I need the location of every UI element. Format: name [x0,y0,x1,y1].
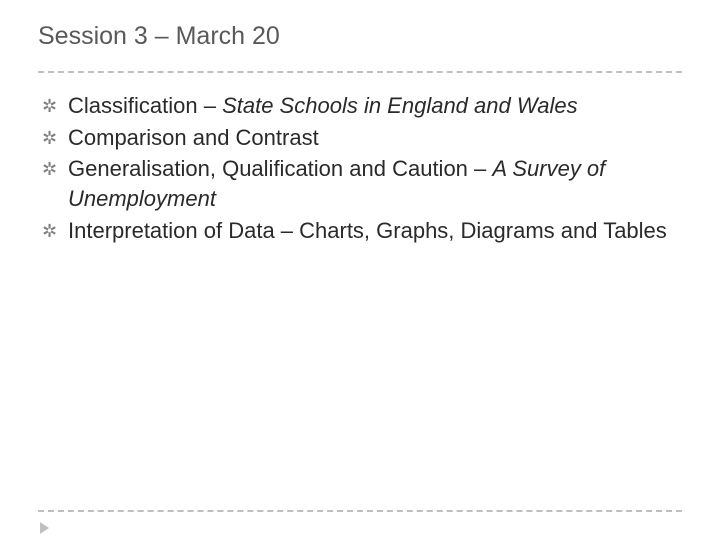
list-item: ✲ Interpretation of Data – Charts, Graph… [42,216,682,246]
bullet-text: Comparison and Contrast [68,123,319,153]
bullet-text: Generalisation, Qualification and Cautio… [68,154,682,213]
bullet-text: Interpretation of Data – Charts, Graphs,… [68,216,667,246]
corner-arrow-icon [40,522,49,534]
divider-bottom [38,510,682,512]
divider-top [38,71,682,73]
bullet-icon: ✲ [42,216,68,243]
text-plain: Generalisation, Qualification and Cautio… [68,156,492,181]
bullet-text: Classification – State Schools in Englan… [68,91,578,121]
bullet-icon: ✲ [42,91,68,118]
bullet-list: ✲ Classification – State Schools in Engl… [38,91,682,245]
list-item: ✲ Classification – State Schools in Engl… [42,91,682,121]
slide-title: Session 3 – March 20 [38,22,682,51]
bullet-icon: ✲ [42,123,68,150]
slide-container: Session 3 – March 20 ✲ Classification – … [0,0,720,540]
text-plain: Interpretation of Data – Charts, Graphs,… [68,218,667,243]
list-item: ✲ Generalisation, Qualification and Caut… [42,154,682,213]
list-item: ✲ Comparison and Contrast [42,123,682,153]
text-plain: Comparison and Contrast [68,125,319,150]
bullet-icon: ✲ [42,154,68,181]
text-plain: Classification – [68,93,222,118]
text-italic: State Schools in England and Wales [222,93,578,118]
